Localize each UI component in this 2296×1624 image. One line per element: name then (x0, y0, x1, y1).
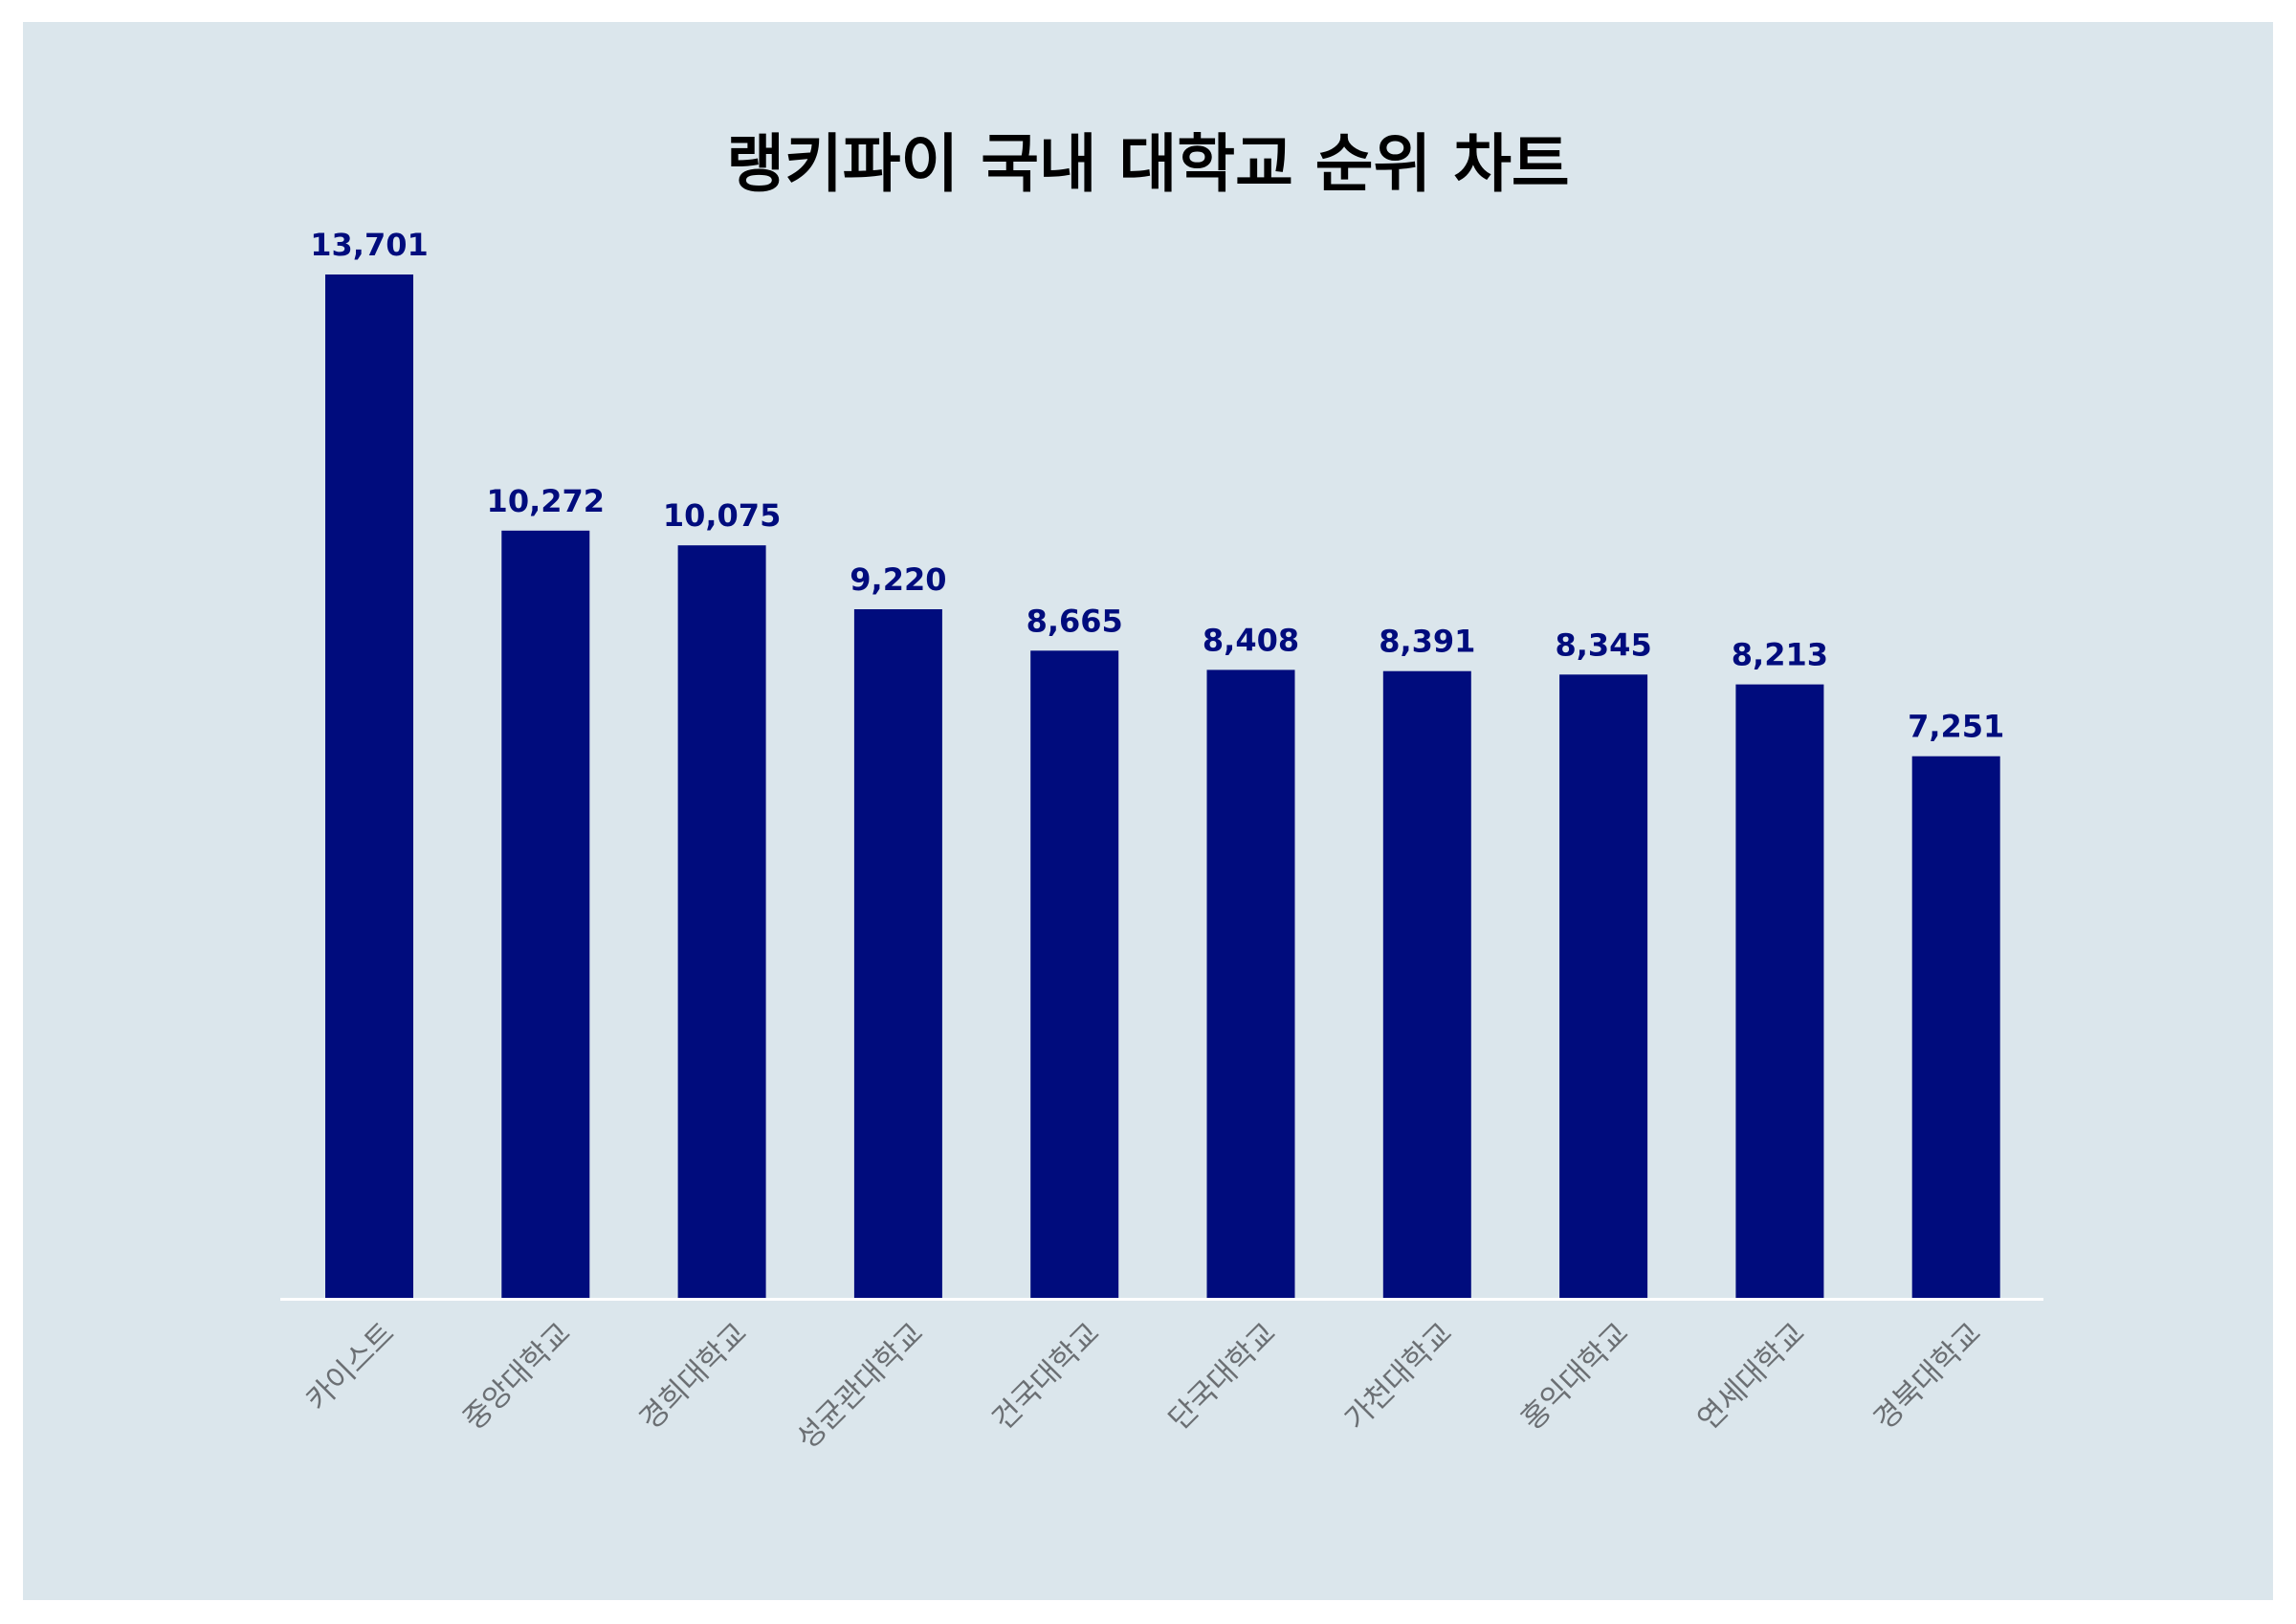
value-label-2: 10,272 (487, 483, 605, 519)
bar-10 (1911, 756, 2000, 1298)
chart-title: 랭키파이 국내 대학교 순위 차트 (726, 127, 1570, 201)
bar-5 (1030, 650, 1119, 1298)
value-label-8: 8,345 (1555, 626, 1651, 663)
bar-1 (325, 274, 413, 1298)
bar-9 (1735, 684, 1824, 1298)
value-label-9: 8,213 (1732, 637, 1828, 673)
x-tick-label-7: 가천대학교 (1338, 1316, 1459, 1437)
x-tick-label-5: 건국대학교 (985, 1316, 1106, 1437)
bars-group (325, 274, 2000, 1298)
x-tick-label-9: 연세대학교 (1691, 1316, 1812, 1437)
value-labels-group: 13,701 10,272 10,075 9,220 8,665 8,408 8,391 8,… (310, 227, 2004, 745)
value-label-5: 8,665 (1027, 603, 1123, 639)
bar-3 (677, 545, 766, 1298)
x-tick-label-10: 경북대학교 (1867, 1316, 1988, 1437)
value-label-7: 8,391 (1379, 624, 1475, 660)
value-label-4: 9,220 (850, 561, 946, 598)
bar-2 (501, 530, 590, 1298)
bar-6 (1206, 669, 1295, 1298)
bar-4 (853, 609, 942, 1298)
x-tick-label-2: 중앙대학교 (457, 1316, 578, 1437)
x-tick-label-1: 카이스트 (299, 1316, 401, 1417)
value-label-10: 7,251 (1908, 709, 2004, 745)
value-label-1: 13,701 (310, 227, 428, 263)
value-label-3: 10,075 (663, 497, 781, 534)
x-tick-label-3: 경희대학교 (633, 1316, 754, 1437)
x-tick-labels-group: 카이스트 중앙대학교 경희대학교 성균관대학교 건국대학교 단국대학교 가천대학교 홍익대학교… (299, 1316, 1988, 1456)
value-label-6: 8,408 (1203, 622, 1299, 658)
bar-8 (1559, 674, 1648, 1298)
bar-7 (1382, 670, 1471, 1298)
x-tick-label-6: 단국대학교 (1162, 1316, 1283, 1437)
x-tick-label-4: 성균관대학교 (790, 1316, 930, 1456)
x-tick-label-8: 홍익대학교 (1514, 1316, 1635, 1437)
